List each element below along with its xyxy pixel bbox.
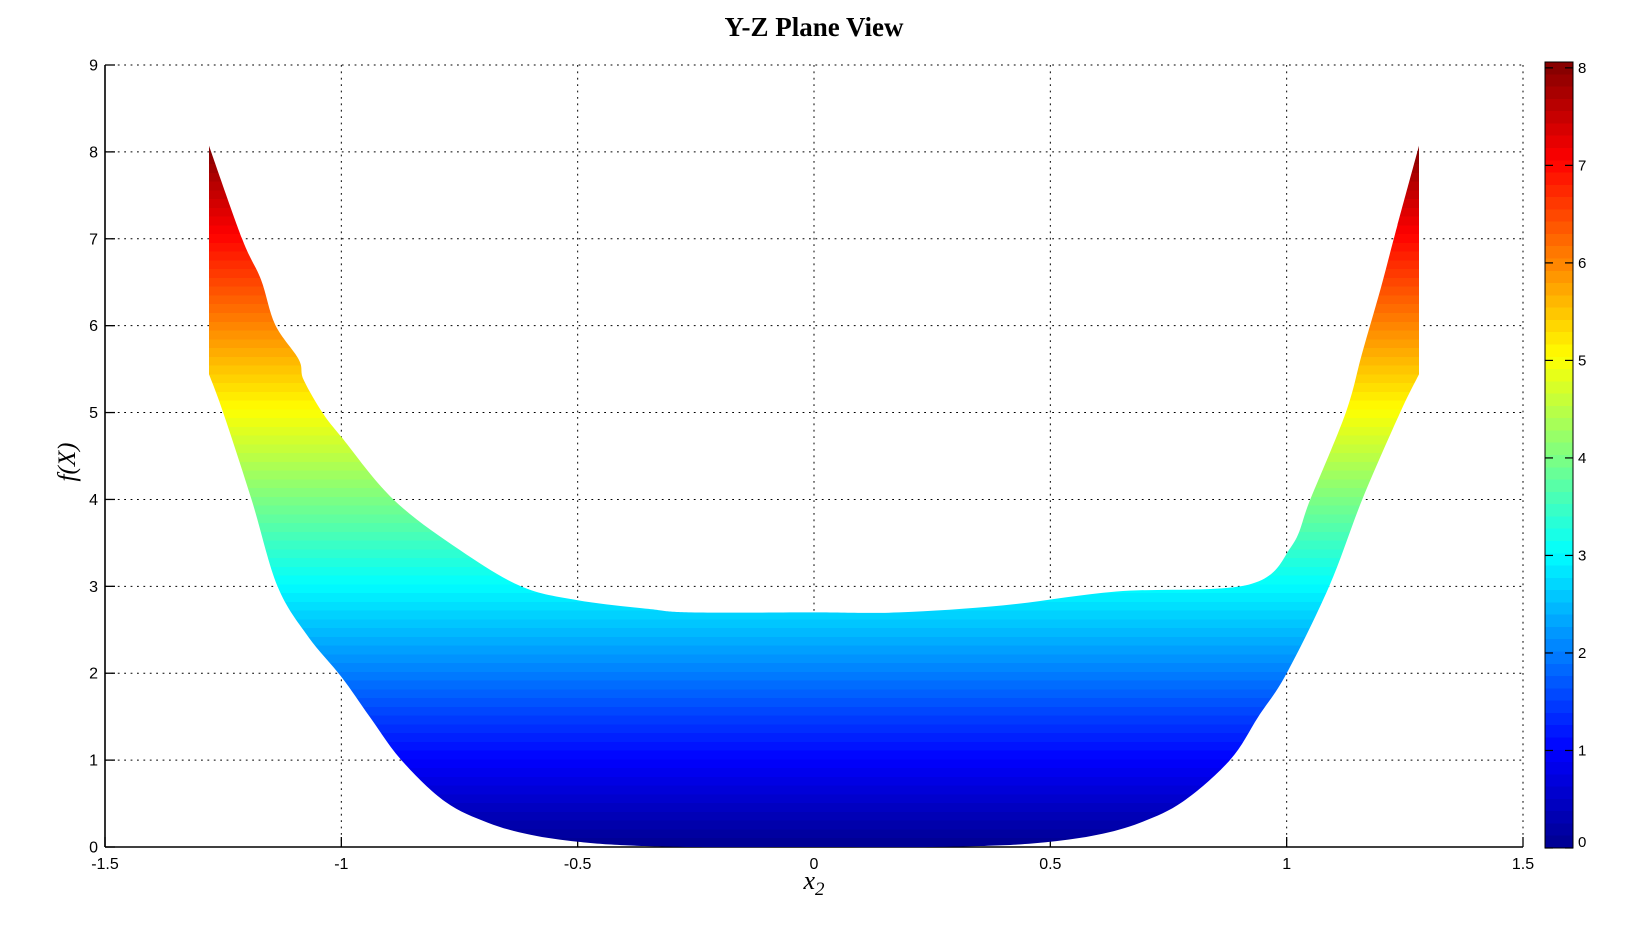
colorbar-tick-label: 3 — [1578, 547, 1586, 564]
surface-projection-region — [209, 145, 1419, 848]
y-tick-label: 2 — [89, 666, 98, 683]
colorbar — [1544, 61, 1574, 849]
x-axis-label-base: x — [803, 866, 816, 895]
colorbar-tick-label: 1 — [1578, 742, 1586, 759]
y-tick-label: 4 — [89, 492, 98, 509]
y-tick-label: 7 — [89, 231, 98, 248]
colorbar-tick-label: 7 — [1578, 157, 1586, 174]
colorbar-tick-label: 6 — [1578, 255, 1586, 272]
y-tick-label: 6 — [89, 318, 98, 335]
x-tick-label: 1 — [1282, 856, 1291, 873]
x-tick-label: 0 — [810, 856, 819, 873]
chart-title: Y-Z Plane View — [724, 12, 904, 42]
y-axis-label: f(X) — [54, 442, 81, 482]
y-tick-label: 9 — [89, 58, 98, 75]
y-tick-label: 1 — [89, 753, 98, 770]
y-tick-label: 5 — [89, 405, 98, 422]
colorbar-tick-label: 0 — [1578, 834, 1586, 851]
y-tick-label: 3 — [89, 579, 98, 596]
x-tick-label: -0.5 — [564, 856, 592, 873]
x-tick-label: -1.5 — [91, 856, 119, 873]
x-tick-label: -1 — [334, 856, 348, 873]
x-tick-label: 0.5 — [1039, 856, 1061, 873]
y-tick-label: 8 — [89, 144, 98, 161]
colorbar-tick-label: 5 — [1578, 352, 1586, 369]
x-axis-label-subscript: 2 — [815, 879, 825, 901]
colorbar-tick-label: 8 — [1578, 60, 1586, 77]
colorbar-tick-label: 4 — [1578, 450, 1586, 467]
x-tick-label: 1.5 — [1512, 856, 1534, 873]
colorbar-tick-label: 2 — [1578, 645, 1586, 662]
x-axis-label: x2 — [803, 866, 824, 899]
y-tick-label: 0 — [89, 840, 98, 857]
